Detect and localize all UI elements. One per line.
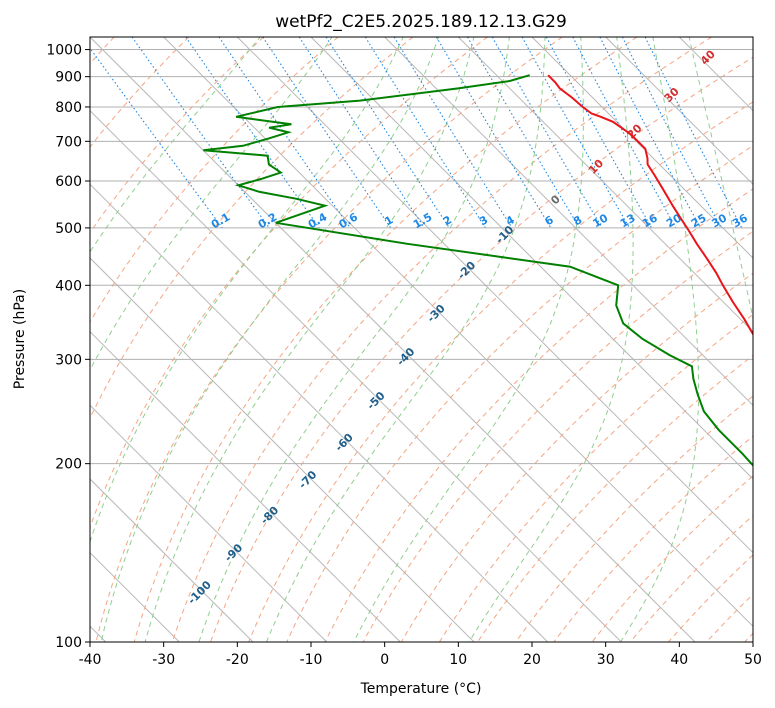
mixing-ratio-line	[298, 37, 425, 229]
plot-frame	[89, 36, 754, 643]
isotherm-lines	[90, 37, 753, 642]
mixing-ratio-line	[521, 37, 630, 229]
y-tick-label: 300	[55, 352, 82, 368]
dry-adiabat-lines	[90, 37, 753, 642]
isotherm-line	[90, 109, 622, 642]
mixing-ratio-labels: 0.1 0.2 0.4 0.6 1 1.5 2 3 4 6 8 10 13 16 20 25 30 36	[209, 210, 750, 231]
mixing-ratio-line	[262, 37, 392, 229]
isotherm-line	[90, 183, 549, 642]
mixing-ratio-line	[131, 37, 270, 229]
dry-adiabat-line	[210, 56, 753, 642]
mixing-ratio-line	[90, 47, 223, 229]
dry-adiabat-line	[248, 101, 753, 642]
dry-adiabat-line	[438, 313, 753, 642]
moist-adiabat-line	[100, 37, 440, 642]
temperature-profile-line	[547, 74, 753, 337]
y-tick-label: 400	[55, 278, 82, 294]
x-tick-label: 20	[523, 652, 541, 668]
moist-adiabat-line	[90, 37, 404, 544]
mixing-ratio-line	[393, 37, 513, 229]
dry-adiabat-line	[286, 145, 753, 642]
x-tick-label: -20	[226, 652, 249, 668]
y-tick-label: 100	[55, 635, 82, 651]
x-tick-label: -30	[152, 652, 175, 668]
x-tick-label: -40	[79, 652, 102, 668]
mixing-ratio-lines	[90, 37, 743, 229]
dry-adiabat-line	[95, 37, 563, 642]
y-axis-ticks: 100 200 300 400 500 600 700 800 900 1000	[46, 43, 90, 651]
isotherm-line	[90, 478, 254, 642]
moist-adiabat-line	[90, 37, 261, 253]
dry-adiabat-line	[90, 37, 414, 420]
mixing-ratio-line	[644, 37, 743, 229]
profile-series	[203, 74, 753, 467]
mixing-ratio-line	[572, 37, 677, 229]
moist-adiabat-line	[144, 37, 475, 642]
x-axis-ticks: -40 -30 -20 -10 0 10 20 30 40 50	[79, 642, 762, 668]
mixing-ratio-line	[218, 37, 351, 229]
dry-adiabat-line	[133, 37, 638, 642]
x-tick-label: 10	[449, 652, 467, 668]
moist-adiabat-line	[266, 37, 546, 642]
dry-adiabat-line	[400, 272, 753, 642]
isotherm-line	[90, 37, 696, 642]
plot-area: -100-90-80-70-60-50-40-30-20-10010203040…	[90, 37, 753, 642]
dry-adiabat-line	[90, 37, 190, 148]
y-tick-label: 800	[55, 100, 82, 116]
dry-adiabat-line	[324, 188, 753, 642]
isotherm-line	[605, 37, 753, 186]
y-tick-label: 500	[55, 221, 82, 237]
isotherm-line	[236, 37, 753, 554]
y-tick-label: 700	[55, 134, 82, 150]
mixing-ratio-line	[325, 37, 450, 229]
chart-title: wetPf2_C2E5.2025.189.12.13.G29	[275, 12, 567, 32]
isotherm-line	[90, 330, 401, 642]
y-tick-label: 1000	[46, 43, 82, 59]
moist-adiabat-line	[468, 37, 634, 642]
dewpoint-profile-line	[203, 74, 753, 467]
x-tick-label: -10	[300, 652, 323, 668]
isotherm-line	[531, 37, 753, 259]
x-tick-label: 30	[597, 652, 615, 668]
x-tick-label: 0	[380, 652, 389, 668]
y-tick-label: 900	[55, 70, 82, 86]
isotherm-line	[90, 257, 475, 642]
y-axis-label: Pressure (hPa)	[12, 289, 28, 389]
x-axis-label: Temperature (°C)	[360, 681, 482, 697]
x-tick-label: 50	[744, 652, 762, 668]
x-tick-label: 40	[670, 652, 688, 668]
isotherm-line	[90, 404, 328, 642]
mixing-ratio-line	[185, 37, 320, 229]
dry-adiabat-line	[362, 230, 753, 642]
isotherm-line	[163, 37, 753, 628]
dry-adiabat-line	[90, 37, 339, 323]
pressure-gridlines	[90, 49, 753, 642]
isotherm-line	[384, 37, 753, 407]
y-tick-label: 200	[55, 457, 82, 473]
isotherm-line	[457, 37, 753, 333]
mixing-ratio-line	[545, 37, 653, 229]
y-tick-label: 600	[55, 174, 82, 190]
